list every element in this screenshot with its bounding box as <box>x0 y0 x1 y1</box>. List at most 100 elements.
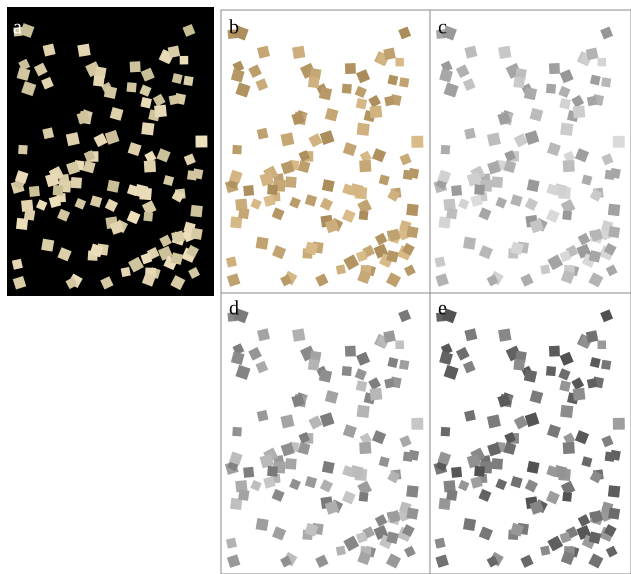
cube <box>540 546 550 556</box>
cube <box>104 86 117 99</box>
cube <box>143 212 153 222</box>
cube <box>562 492 572 502</box>
cube <box>451 185 462 196</box>
cube <box>121 267 131 277</box>
cube <box>24 209 35 220</box>
cube <box>66 132 80 146</box>
cube <box>195 136 207 148</box>
panel-label: b <box>229 17 239 39</box>
cube <box>513 359 525 371</box>
cube <box>359 160 371 172</box>
cube <box>342 366 352 376</box>
cube <box>71 177 83 189</box>
panel-label: e <box>438 298 447 320</box>
cube <box>587 96 598 107</box>
cube <box>411 136 423 148</box>
cube <box>285 458 297 470</box>
cube <box>562 210 572 220</box>
cube <box>130 61 141 72</box>
cube <box>384 96 395 107</box>
cube <box>238 208 249 219</box>
cube <box>370 388 383 401</box>
cube <box>357 123 370 136</box>
cube <box>524 369 537 382</box>
cube <box>93 75 105 87</box>
cube <box>53 185 64 196</box>
cube <box>232 145 242 155</box>
cube <box>280 414 294 428</box>
cube <box>441 427 451 437</box>
cube <box>180 56 189 65</box>
cube <box>527 179 540 192</box>
cube <box>168 45 181 58</box>
cube <box>357 405 370 418</box>
cube <box>601 77 611 87</box>
cube <box>406 226 418 238</box>
panel-a-bg <box>7 7 214 296</box>
panel-b-bg <box>221 10 430 293</box>
cube <box>319 87 332 100</box>
cube <box>399 360 409 370</box>
cube <box>605 170 615 180</box>
cube <box>230 216 242 228</box>
cube <box>12 259 23 270</box>
cube <box>107 180 120 193</box>
cube <box>292 46 305 59</box>
cube <box>608 226 620 238</box>
cube <box>451 467 462 478</box>
cube <box>463 237 476 250</box>
cube <box>359 492 369 502</box>
cube <box>586 330 599 343</box>
cube <box>345 63 356 74</box>
cube <box>383 48 396 61</box>
cube <box>141 122 154 135</box>
cube <box>41 239 54 252</box>
cube <box>563 442 575 454</box>
cube <box>549 63 560 74</box>
cube <box>169 95 180 106</box>
cube <box>190 205 202 217</box>
cube <box>406 485 418 497</box>
cube <box>285 176 297 188</box>
cube <box>226 538 237 549</box>
panel-e-bg <box>430 293 631 574</box>
cube <box>342 84 352 94</box>
cube <box>322 461 335 474</box>
cube <box>605 452 615 462</box>
cube <box>463 518 476 531</box>
cube <box>498 328 511 341</box>
cube <box>573 105 586 118</box>
cube <box>383 330 396 343</box>
panel-c-bg <box>430 10 631 293</box>
cube <box>474 466 485 477</box>
cube <box>16 218 28 230</box>
panel-d-bg <box>221 293 430 574</box>
cube <box>187 170 197 180</box>
cube <box>549 346 560 357</box>
figure: a b c d e <box>0 0 631 574</box>
cube <box>411 418 423 430</box>
cube <box>319 369 332 382</box>
cube <box>608 507 620 519</box>
cube <box>613 418 625 430</box>
cube <box>243 467 254 478</box>
cube <box>395 58 404 67</box>
cube <box>395 340 404 349</box>
cube <box>513 77 525 89</box>
cube <box>406 204 418 216</box>
cube <box>435 256 446 267</box>
cube <box>127 82 137 92</box>
cube <box>573 388 586 401</box>
cube <box>256 237 269 250</box>
cube <box>446 208 457 219</box>
panel-label: c <box>438 17 447 39</box>
cube <box>587 378 598 389</box>
cube <box>399 77 409 87</box>
cube <box>370 105 383 118</box>
cube <box>601 360 611 370</box>
cube <box>154 105 167 118</box>
cube <box>598 58 607 67</box>
cube <box>308 77 320 89</box>
cube <box>226 256 237 267</box>
cube <box>322 179 335 192</box>
